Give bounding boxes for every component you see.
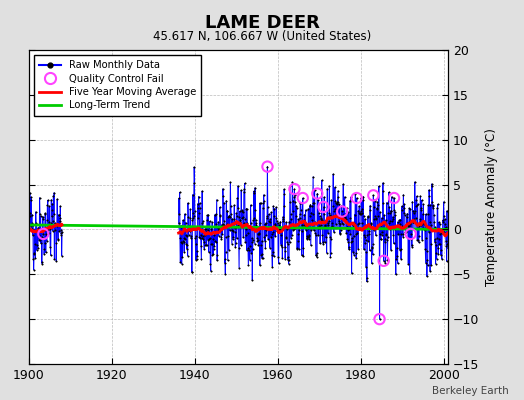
Point — [313, 190, 321, 197]
Text: Berkeley Earth: Berkeley Earth — [432, 386, 508, 396]
Point — [407, 231, 415, 237]
Point — [369, 192, 377, 198]
Point — [338, 208, 346, 215]
Point — [390, 195, 398, 201]
Text: LAME DEER: LAME DEER — [204, 14, 320, 32]
Point — [263, 164, 271, 170]
Y-axis label: Temperature Anomaly (°C): Temperature Anomaly (°C) — [485, 128, 498, 286]
Point — [299, 195, 307, 201]
Text: 45.617 N, 106.667 W (United States): 45.617 N, 106.667 W (United States) — [153, 30, 371, 43]
Point — [379, 258, 388, 264]
Point — [290, 186, 299, 192]
Legend: Raw Monthly Data, Quality Control Fail, Five Year Moving Average, Long-Term Tren: Raw Monthly Data, Quality Control Fail, … — [34, 55, 201, 116]
Point — [353, 195, 361, 201]
Point — [319, 204, 328, 210]
Point — [39, 231, 48, 237]
Point — [375, 316, 384, 322]
